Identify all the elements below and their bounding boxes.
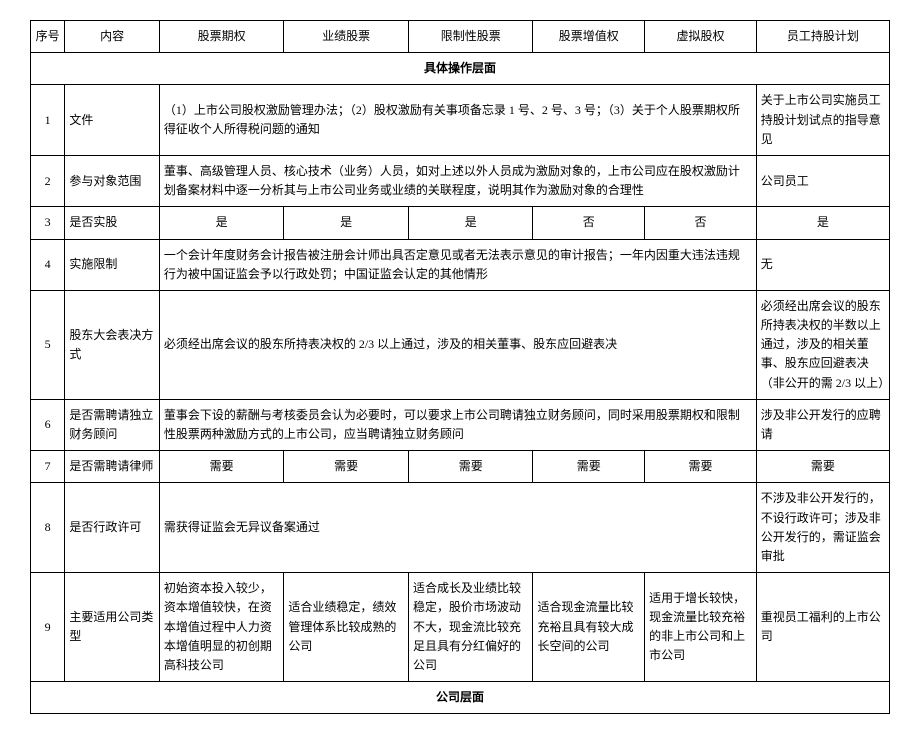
col-perf: 业绩股票 — [284, 21, 409, 53]
cell: 是 — [756, 207, 889, 239]
cell-merged: 必须经出席会议的股东所持表决权的 2/3 以上通过，涉及的相关董事、股东应回避表… — [159, 290, 756, 399]
cell-label: 是否需聘请独立财务顾问 — [65, 399, 159, 450]
cell-label: 是否行政许可 — [65, 483, 159, 573]
cell: 需要 — [284, 451, 409, 483]
cell: 是 — [284, 207, 409, 239]
cell-label: 实施限制 — [65, 239, 159, 290]
cell: 适用于增长较快，现金流量比较充裕的非上市公司和上市公司 — [645, 573, 757, 682]
cell-seq: 7 — [31, 451, 65, 483]
col-seq: 序号 — [31, 21, 65, 53]
table-row: 8是否行政许可需获得证监会无异议备案通过不涉及非公开发行的，不设行政许可；涉及非… — [31, 483, 890, 573]
cell: 是 — [159, 207, 284, 239]
col-option: 股票期权 — [159, 21, 284, 53]
cell-seq: 1 — [31, 85, 65, 156]
cell: 是 — [408, 207, 533, 239]
cell-label: 主要适用公司类型 — [65, 573, 159, 682]
table-row: 2参与对象范围董事、高级管理人员、核心技术（业务）人员，如对上述以外人员成为激励… — [31, 155, 890, 206]
cell-seq: 9 — [31, 573, 65, 682]
cell: 需要 — [533, 451, 645, 483]
cell-label: 是否实股 — [65, 207, 159, 239]
cell-last: 必须经出席会议的股东所持表决权的半数以上通过，涉及的相关董事、股东应回避表决（非… — [756, 290, 889, 399]
cell: 初始资本投入较少，资本增值较快，在资本增值过程中人力资本增值明显的初创期高科技公… — [159, 573, 284, 682]
section-company: 公司层面 — [31, 682, 890, 714]
cell: 否 — [533, 207, 645, 239]
cell: 适合成长及业绩比较稳定，股价市场波动不大，现金流比较充足且具有分红偏好的公司 — [408, 573, 533, 682]
col-esop: 员工持股计划 — [756, 21, 889, 53]
cell-last: 关于上市公司实施员工持股计划试点的指导意见 — [756, 85, 889, 156]
cell-merged: 董事会下设的薪酬与考核委员会认为必要时，可以要求上市公司聘请独立财务顾问，同时采… — [159, 399, 756, 450]
cell-seq: 6 — [31, 399, 65, 450]
cell: 需要 — [159, 451, 284, 483]
col-content: 内容 — [65, 21, 159, 53]
cell-last: 涉及非公开发行的应聘请 — [756, 399, 889, 450]
section-operation: 具体操作层面 — [31, 53, 890, 85]
cell-seq: 4 — [31, 239, 65, 290]
cell-last: 公司员工 — [756, 155, 889, 206]
cell-seq: 8 — [31, 483, 65, 573]
col-phantom: 虚拟股权 — [645, 21, 757, 53]
cell-last: 无 — [756, 239, 889, 290]
header-row: 序号 内容 股票期权 业绩股票 限制性股票 股票增值权 虚拟股权 员工持股计划 — [31, 21, 890, 53]
cell-seq: 2 — [31, 155, 65, 206]
cell: 否 — [645, 207, 757, 239]
cell: 需要 — [756, 451, 889, 483]
col-sar: 股票增值权 — [533, 21, 645, 53]
cell-label: 是否需聘请律师 — [65, 451, 159, 483]
table-row: 6是否需聘请独立财务顾问董事会下设的薪酬与考核委员会认为必要时，可以要求上市公司… — [31, 399, 890, 450]
cell-merged: 一个会计年度财务会计报告被注册会计师出具否定意见或者无法表示意见的审计报告；一年… — [159, 239, 756, 290]
table-row: 9主要适用公司类型初始资本投入较少，资本增值较快，在资本增值过程中人力资本增值明… — [31, 573, 890, 682]
cell-label: 文件 — [65, 85, 159, 156]
cell-merged: 需获得证监会无异议备案通过 — [159, 483, 756, 573]
cell-seq: 5 — [31, 290, 65, 399]
cell-seq: 3 — [31, 207, 65, 239]
cell: 需要 — [408, 451, 533, 483]
cell: 适合现金流量比较充裕且具有较大成长空间的公司 — [533, 573, 645, 682]
col-rsu: 限制性股票 — [408, 21, 533, 53]
equity-incentive-table: 序号 内容 股票期权 业绩股票 限制性股票 股票增值权 虚拟股权 员工持股计划 … — [30, 20, 890, 714]
table-row: 4实施限制一个会计年度财务会计报告被注册会计师出具否定意见或者无法表示意见的审计… — [31, 239, 890, 290]
table-row: 1文件（1）上市公司股权激励管理办法；（2）股权激励有关事项备忘录 1 号、2 … — [31, 85, 890, 156]
cell: 重视员工福利的上市公司 — [756, 573, 889, 682]
cell-label: 参与对象范围 — [65, 155, 159, 206]
cell-merged: 董事、高级管理人员、核心技术（业务）人员，如对上述以外人员成为激励对象的，上市公… — [159, 155, 756, 206]
cell: 需要 — [645, 451, 757, 483]
cell-merged: （1）上市公司股权激励管理办法；（2）股权激励有关事项备忘录 1 号、2 号、3… — [159, 85, 756, 156]
cell-last: 不涉及非公开发行的，不设行政许可；涉及非公开发行的，需证监会审批 — [756, 483, 889, 573]
cell-label: 股东大会表决方式 — [65, 290, 159, 399]
table-row: 7是否需聘请律师需要需要需要需要需要需要 — [31, 451, 890, 483]
table-row: 3是否实股是是是否否是 — [31, 207, 890, 239]
table-row: 5股东大会表决方式必须经出席会议的股东所持表决权的 2/3 以上通过，涉及的相关… — [31, 290, 890, 399]
cell: 适合业绩稳定，绩效管理体系比较成熟的公司 — [284, 573, 409, 682]
